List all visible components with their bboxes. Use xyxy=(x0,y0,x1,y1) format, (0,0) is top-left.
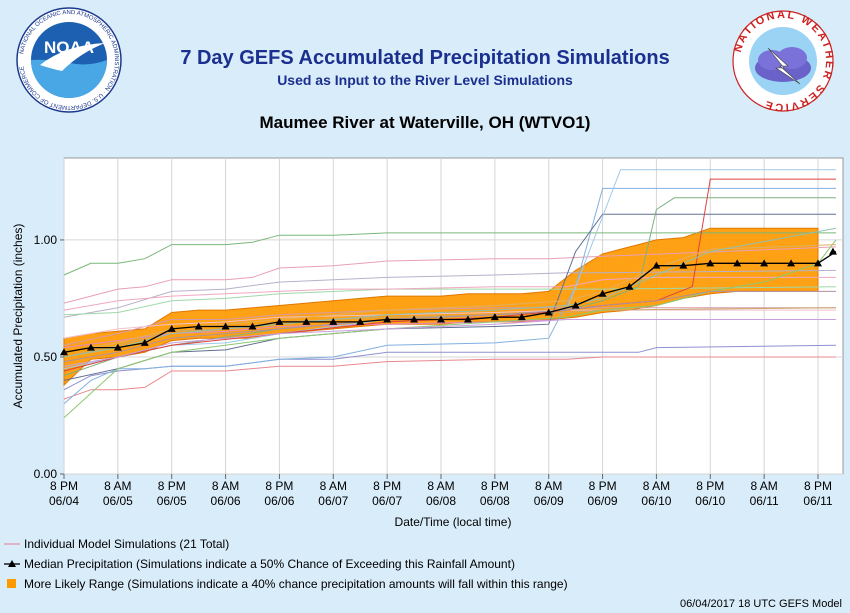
x-tick-label-date: 06/09 xyxy=(534,494,564,508)
member-line-5 xyxy=(63,276,836,311)
median-point xyxy=(140,338,149,346)
median-point xyxy=(86,343,95,351)
x-tick-label-time: 8 PM xyxy=(481,479,509,493)
median-point xyxy=(787,259,796,267)
x-axis-label: Date/Time (local time) xyxy=(395,515,512,529)
x-tick-label-time: 8 PM xyxy=(265,479,293,493)
member-line-17 xyxy=(63,239,837,419)
legend-median-marker xyxy=(8,560,16,567)
median-point xyxy=(113,343,122,351)
x-tick-label-date: 06/07 xyxy=(318,494,348,508)
x-tick-label-time: 8 AM xyxy=(104,479,131,493)
member-line-3 xyxy=(63,269,837,318)
y-tick-label: 0.50 xyxy=(34,350,58,364)
nws-logo: NATIONAL WEATHER SERVICE xyxy=(732,9,834,113)
x-tick-label-date: 06/06 xyxy=(211,494,241,508)
member-line-10 xyxy=(63,356,836,400)
legend-label-members: Individual Model Simulations (21 Total) xyxy=(24,537,229,551)
member-line-7 xyxy=(63,309,836,339)
median-point xyxy=(60,348,68,356)
x-tick-label-date: 06/10 xyxy=(641,494,671,508)
median-point xyxy=(383,315,392,323)
median-point xyxy=(625,282,634,290)
median-point xyxy=(410,315,419,323)
x-tick-label-date: 06/04 xyxy=(49,494,79,508)
member-line-4 xyxy=(63,286,837,316)
y-tick-label: 0.00 xyxy=(34,467,58,481)
y-axis-label: Accumulated Precipitation (inches) xyxy=(11,224,25,409)
model-run-footer: 06/04/2017 18 UTC GEFS Model xyxy=(679,598,842,610)
x-tick-label-date: 06/11 xyxy=(803,494,832,508)
x-tick-label-time: 8 PM xyxy=(696,479,724,493)
median-point xyxy=(248,322,257,330)
member-line-2 xyxy=(63,246,837,304)
median-point xyxy=(814,259,822,267)
median-point xyxy=(167,324,176,332)
location-title: Maumee River at Waterville, OH (WTVO1) xyxy=(259,113,591,132)
median-point xyxy=(733,259,742,267)
median-point xyxy=(221,322,230,330)
median-point xyxy=(706,259,715,267)
x-tick-label-date: 06/10 xyxy=(695,494,725,508)
x-tick-label-date: 06/06 xyxy=(264,494,294,508)
member-line-12 xyxy=(63,187,836,405)
median-point xyxy=(828,247,837,255)
legend-range-swatch xyxy=(7,579,16,588)
x-tick-label-time: 8 AM xyxy=(535,479,562,493)
median-line xyxy=(63,251,837,353)
median-point xyxy=(544,308,553,316)
member-line-19 xyxy=(63,319,836,367)
member-line-11 xyxy=(63,344,837,391)
median-point xyxy=(517,313,526,321)
median-point xyxy=(275,317,284,325)
x-tick-label-time: 8 PM xyxy=(589,479,617,493)
chart-title: 7 Day GEFS Accumulated Precipitation Sim… xyxy=(180,47,670,69)
median-point xyxy=(571,301,580,309)
median-point xyxy=(356,317,365,325)
x-tick-label-time: 8 AM xyxy=(320,479,347,493)
member-line-20 xyxy=(63,244,837,353)
noaa-logo: NOAA NATIONAL OCEANIC AND ATMOSPHERIC AD… xyxy=(16,7,122,113)
median-point xyxy=(194,322,203,330)
median-point xyxy=(463,315,472,323)
x-tick-label-time: 8 PM xyxy=(50,479,78,493)
x-tick-label-time: 8 PM xyxy=(373,479,401,493)
chart-subtitle: Used as Input to the River Level Simulat… xyxy=(277,72,573,88)
y-tick-label: 1.00 xyxy=(34,233,58,247)
median-point xyxy=(302,317,311,325)
x-tick-label-date: 06/05 xyxy=(157,494,187,508)
legend-label-range: More Likely Range (Simulations indicate … xyxy=(24,577,568,591)
x-tick-label-time: 8 AM xyxy=(643,479,670,493)
median-point xyxy=(329,317,338,325)
x-tick-label-date: 06/07 xyxy=(372,494,402,508)
x-tick-label-date: 06/11 xyxy=(750,494,779,508)
x-tick-label-date: 06/09 xyxy=(588,494,618,508)
median-point xyxy=(437,315,445,323)
x-tick-label-time: 8 PM xyxy=(158,479,186,493)
x-tick-label-date: 06/08 xyxy=(426,494,456,508)
member-line-1 xyxy=(63,232,836,276)
x-tick-label-date: 06/08 xyxy=(480,494,510,508)
x-tick-label-date: 06/05 xyxy=(103,494,133,508)
legend-label-median: Median Precipitation (Simulations indica… xyxy=(24,557,515,571)
median-point xyxy=(598,289,607,297)
x-tick-label-time: 8 AM xyxy=(212,479,239,493)
median-point xyxy=(652,261,661,269)
median-point xyxy=(679,261,688,269)
x-tick-label-time: 8 PM xyxy=(804,479,832,493)
member-line-16 xyxy=(63,178,836,372)
x-tick-label-time: 8 AM xyxy=(750,479,777,493)
noaa-logo-text: NOAA xyxy=(44,38,94,57)
median-point xyxy=(490,313,499,321)
median-point xyxy=(760,259,769,267)
x-tick-label-time: 8 AM xyxy=(427,479,454,493)
